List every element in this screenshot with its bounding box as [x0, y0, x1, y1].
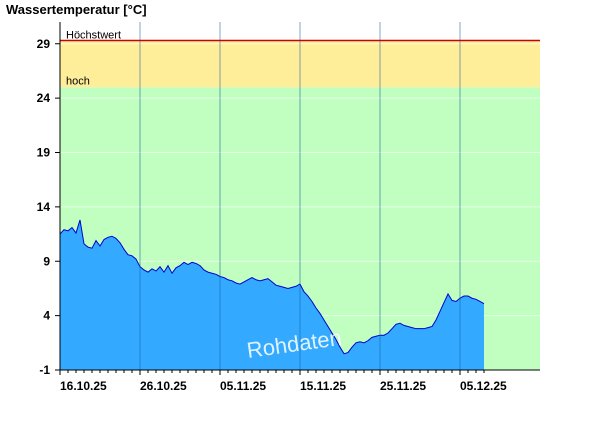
- high-zone-label: hoch: [66, 75, 90, 87]
- y-tick-label: 29: [37, 37, 51, 51]
- x-tick-label: 25.11.25: [380, 379, 426, 393]
- temperature-line: [59, 219, 485, 355]
- x-tick-label: 16.10.25: [60, 379, 107, 393]
- y-tick-label: -1: [39, 363, 50, 377]
- x-tick-label: 26.10.25: [140, 379, 187, 393]
- x-tick-label: 05.11.25: [220, 379, 266, 393]
- y-tick-label: 9: [43, 254, 50, 268]
- chart-title: Wassertemperatur [°C]: [6, 2, 147, 17]
- y-tick-label: 14: [37, 200, 51, 214]
- x-tick-label: 05.12.25: [460, 379, 507, 393]
- temperature-area: [60, 219, 484, 370]
- y-tick-label: 19: [37, 146, 51, 160]
- y-tick-label: 4: [43, 309, 50, 323]
- x-tick-label: 15.11.25: [300, 379, 346, 393]
- max-value-label: Höchstwert: [66, 29, 121, 41]
- y-tick-label: 24: [37, 91, 51, 105]
